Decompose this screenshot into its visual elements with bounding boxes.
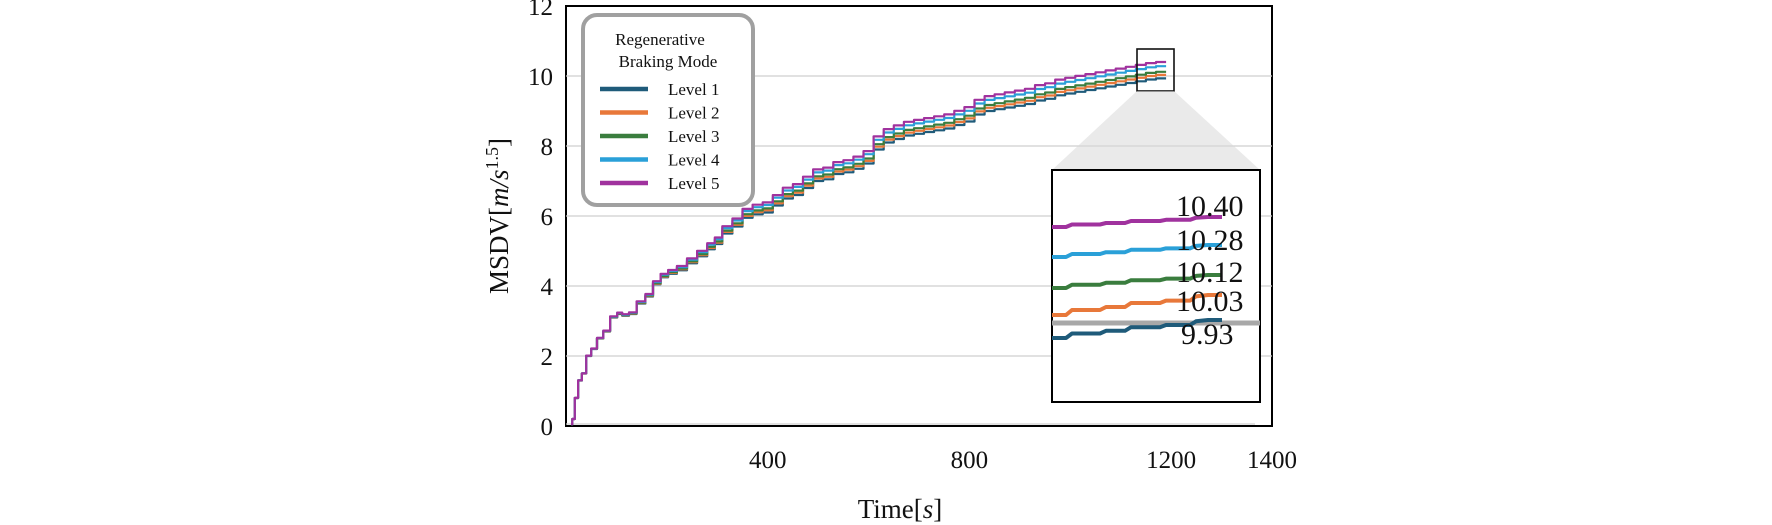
y-axis-title-exponent: 1.5 bbox=[482, 147, 502, 170]
legend-label: Level 5 bbox=[668, 174, 719, 193]
inset-line-1 bbox=[1052, 318, 1222, 340]
inset-value-label: 10.03 bbox=[1176, 285, 1244, 318]
y-axis-title-unit: m/s bbox=[484, 169, 514, 207]
legend: Regenerative Braking Mode Level 1 Level 2… bbox=[581, 13, 755, 207]
legend-label: Level 3 bbox=[668, 127, 719, 146]
legend-label: Level 2 bbox=[668, 104, 719, 123]
x-axis-title-main: Time bbox=[858, 494, 914, 524]
inset-line-2 bbox=[1052, 293, 1222, 317]
x-axis-ticks: 400 800 1200 1400 bbox=[749, 447, 1297, 474]
y-tick-label: 12 bbox=[528, 0, 553, 21]
inset-value-label: 9.93 bbox=[1181, 318, 1234, 351]
x-tick-label: 1400 bbox=[1247, 447, 1297, 474]
inset-series-lines bbox=[1052, 215, 1222, 340]
zoom-connector-shade bbox=[1052, 91, 1260, 170]
x-axis-title-unit: s bbox=[923, 494, 934, 524]
x-tick-label: 400 bbox=[749, 447, 787, 474]
y-tick-label: 6 bbox=[541, 204, 554, 231]
legend-label: Level 4 bbox=[668, 151, 720, 170]
y-axis-ticks: 0 2 4 6 8 10 12 bbox=[528, 0, 554, 441]
x-axis-title: Time[s] bbox=[858, 494, 943, 524]
y-tick-label: 10 bbox=[528, 64, 553, 91]
legend-title-line2: Braking Mode bbox=[619, 52, 718, 71]
inset-line-5 bbox=[1052, 215, 1222, 229]
legend-label: Level 1 bbox=[668, 80, 719, 99]
inset-value-label: 10.40 bbox=[1176, 190, 1244, 223]
y-tick-label: 2 bbox=[541, 344, 554, 371]
legend-title-line1: Regenerative bbox=[615, 30, 705, 49]
series-line-5 bbox=[571, 60, 1167, 426]
y-tick-label: 0 bbox=[541, 414, 554, 441]
inset-value-label: 10.12 bbox=[1176, 256, 1244, 289]
inset-line-3 bbox=[1052, 273, 1222, 290]
inset-value-label: 10.28 bbox=[1176, 224, 1244, 257]
x-tick-label: 800 bbox=[951, 447, 989, 474]
y-tick-label: 4 bbox=[541, 274, 554, 301]
y-axis-title-main: MSDV bbox=[484, 216, 514, 295]
x-tick-label: 1200 bbox=[1146, 447, 1196, 474]
series-lines bbox=[571, 60, 1167, 426]
y-axis-title: MSDV[m/s1.5] bbox=[482, 138, 514, 294]
y-tick-label: 8 bbox=[541, 134, 554, 161]
legend-entries: Level 1 Level 2 Level 3 Level 4 Level 5 bbox=[600, 80, 720, 193]
inset-line-4 bbox=[1052, 243, 1222, 259]
